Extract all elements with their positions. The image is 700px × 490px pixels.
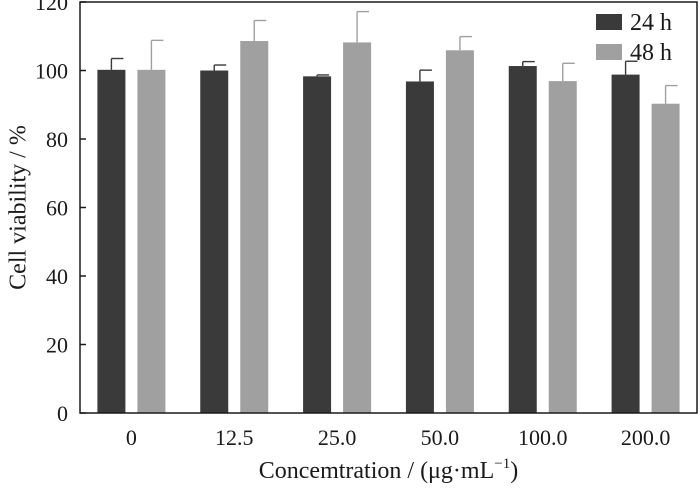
x-tick-label: 12.5 [215, 425, 254, 450]
bar [240, 41, 269, 414]
bar [651, 103, 680, 413]
x-axis-title-end: ) [510, 458, 518, 484]
bar [200, 70, 229, 413]
bar [343, 42, 372, 413]
y-tick-label: 40 [46, 264, 68, 289]
bar [405, 81, 434, 414]
y-tick-label: 60 [46, 196, 68, 221]
x-axis-ticks: 0 12.5 25.0 50.0 100.0 200.0 [126, 425, 670, 450]
x-tick-label: 100.0 [518, 425, 568, 450]
x-axis-title: Concemtration / (μg·mL−1) [259, 456, 518, 484]
bar [611, 74, 640, 414]
x-tick-label: 50.0 [421, 425, 460, 450]
legend: 24 h 48 h [596, 10, 672, 66]
y-axis-title: Cell viability / % [6, 125, 32, 290]
bar [548, 81, 577, 414]
y-axis-ticks: 0 20 40 60 80 100 120 [35, 0, 86, 426]
x-tick-label: 0 [126, 425, 137, 450]
x-axis-title-superscript: −1 [494, 456, 510, 472]
error-bars-layer [110, 10, 678, 104]
bar [445, 50, 474, 413]
bar [508, 66, 537, 414]
legend-label: 24 h [630, 10, 672, 36]
bar [137, 69, 166, 413]
x-tick-label: 200.0 [621, 425, 671, 450]
plot-frame [79, 1, 698, 414]
y-tick-label: 80 [46, 127, 68, 152]
y-tick-label: 20 [46, 333, 68, 358]
legend-label: 48 h [630, 40, 672, 66]
y-tick-label: 100 [35, 59, 68, 84]
bar [97, 69, 126, 413]
bars-layer [97, 41, 680, 414]
bar [303, 76, 332, 413]
x-axis-title-main: Concemtration / (μg·mL [259, 458, 494, 484]
y-tick-label: 120 [35, 0, 68, 15]
legend-swatch [596, 14, 622, 30]
x-tick-label: 25.0 [318, 425, 357, 450]
legend-swatch [596, 44, 622, 60]
y-tick-label: 0 [57, 401, 68, 426]
